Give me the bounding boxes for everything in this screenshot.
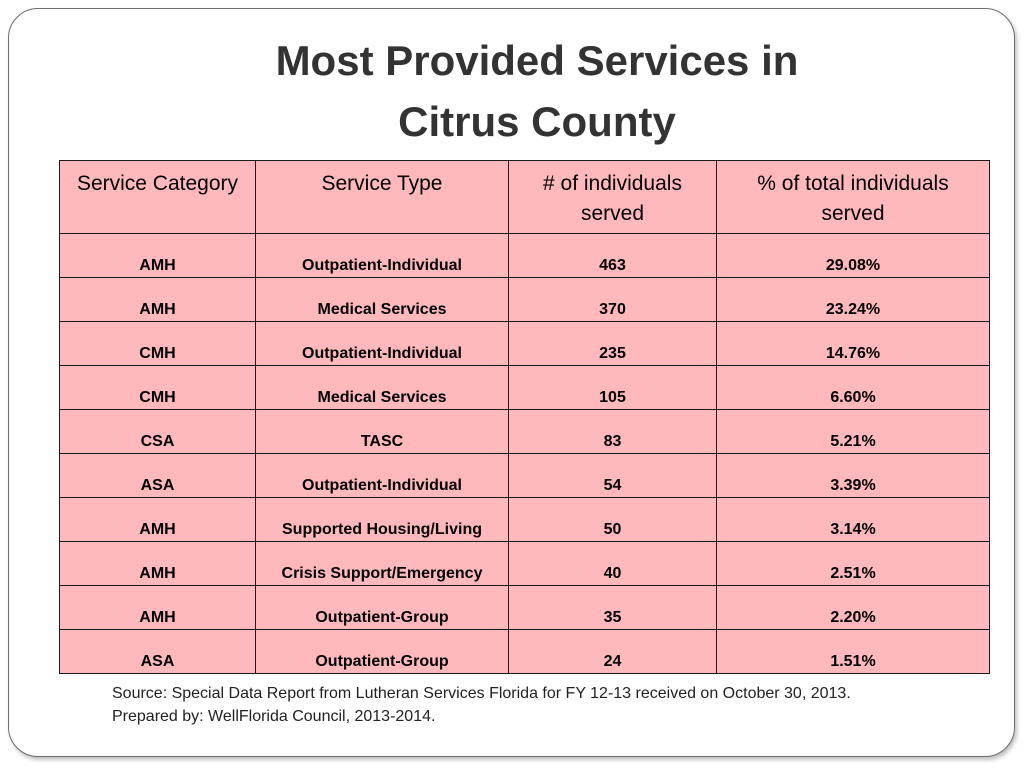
cell-service-category: ASA <box>59 629 256 674</box>
cell-individuals-served: 463 <box>508 233 717 278</box>
header-service-type: Service Type <box>255 160 509 234</box>
cell-service-type: Outpatient-Group <box>255 629 509 674</box>
cell-percent-served: 2.51% <box>716 541 990 586</box>
cell-percent-served: 29.08% <box>716 233 990 278</box>
cell-individuals-served: 105 <box>508 365 717 410</box>
cell-service-type: Outpatient-Individual <box>255 453 509 498</box>
cell-service-type: Outpatient-Group <box>255 585 509 630</box>
cell-percent-served: 2.20% <box>716 585 990 630</box>
cell-individuals-served: 24 <box>508 629 717 674</box>
table-row: AMH Crisis Support/Emergency 40 2.51% <box>59 541 990 586</box>
cell-service-type: Crisis Support/Emergency <box>255 541 509 586</box>
cell-service-category: CSA <box>59 409 256 454</box>
cell-service-category: CMH <box>59 321 256 366</box>
table-row: CSA TASC 83 5.21% <box>59 409 990 454</box>
cell-service-type: Medical Services <box>255 277 509 322</box>
table-row: AMH Outpatient-Individual 463 29.08% <box>59 233 990 278</box>
services-table: Service Category Service Type # of indiv… <box>59 160 990 674</box>
cell-service-category: AMH <box>59 277 256 322</box>
header-service-category: Service Category <box>59 160 256 234</box>
cell-individuals-served: 40 <box>508 541 717 586</box>
cell-individuals-served: 54 <box>508 453 717 498</box>
table-body: AMH Outpatient-Individual 463 29.08% AMH Medi… <box>59 233 990 674</box>
title-line-2: Citrus County <box>398 98 676 145</box>
cell-percent-served: 5.21% <box>716 409 990 454</box>
table-row: ASA Outpatient-Individual 54 3.39% <box>59 453 990 498</box>
header-percent-served: % of total individuals served <box>716 160 990 234</box>
table-row: CMH Outpatient-Individual 235 14.76% <box>59 321 990 366</box>
cell-service-category: AMH <box>59 233 256 278</box>
cell-percent-served: 6.60% <box>716 365 990 410</box>
cell-service-type: Supported Housing/Living <box>255 497 509 542</box>
table-row: AMH Medical Services 370 23.24% <box>59 277 990 322</box>
cell-service-category: AMH <box>59 541 256 586</box>
cell-service-category: AMH <box>59 585 256 630</box>
title-line-1: Most Provided Services in <box>275 37 799 84</box>
cell-percent-served: 3.39% <box>716 453 990 498</box>
table-header-row: Service Category Service Type # of indiv… <box>59 160 990 234</box>
cell-service-type: Outpatient-Individual <box>255 233 509 278</box>
cell-percent-served: 23.24% <box>716 277 990 322</box>
cell-percent-served: 3.14% <box>716 497 990 542</box>
cell-individuals-served: 370 <box>508 277 717 322</box>
cell-individuals-served: 35 <box>508 585 717 630</box>
prepared-by-line: Prepared by: WellFlorida Council, 2013-2… <box>112 708 436 725</box>
table-row: AMH Outpatient-Group 35 2.20% <box>59 585 990 630</box>
header-individuals-served: # of individuals served <box>508 160 717 234</box>
cell-percent-served: 14.76% <box>716 321 990 366</box>
source-line: Source: Special Data Report from Luthera… <box>112 685 851 702</box>
cell-service-category: AMH <box>59 497 256 542</box>
table-row: CMH Medical Services 105 6.60% <box>59 365 990 410</box>
cell-individuals-served: 83 <box>508 409 717 454</box>
cell-service-category: ASA <box>59 453 256 498</box>
cell-service-type: Outpatient-Individual <box>255 321 509 366</box>
cell-service-type: TASC <box>255 409 509 454</box>
cell-service-type: Medical Services <box>255 365 509 410</box>
table-row: ASA Outpatient-Group 24 1.51% <box>59 629 990 674</box>
cell-service-category: CMH <box>59 365 256 410</box>
cell-percent-served: 1.51% <box>716 629 990 674</box>
page-title: Most Provided Services in Citrus County <box>0 30 1024 152</box>
table-row: AMH Supported Housing/Living 50 3.14% <box>59 497 990 542</box>
cell-individuals-served: 50 <box>508 497 717 542</box>
cell-individuals-served: 235 <box>508 321 717 366</box>
source-note: Source: Special Data Report from Luthera… <box>112 682 851 728</box>
